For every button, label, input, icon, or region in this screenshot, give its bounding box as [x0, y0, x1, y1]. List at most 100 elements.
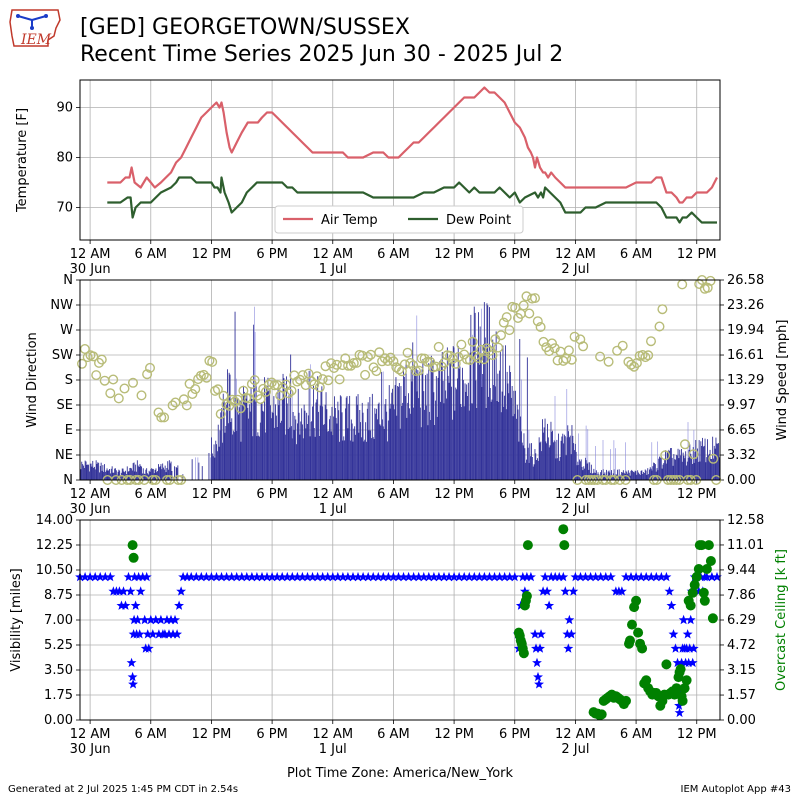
wind-speed-bar	[377, 403, 379, 480]
wind-speed-bar	[247, 407, 249, 480]
wind-direction-marker	[566, 354, 577, 365]
wind-speed-bar	[515, 390, 516, 480]
wind-speed-bar	[471, 403, 473, 480]
wind-direction-marker	[334, 374, 345, 385]
wind-speed-bar	[525, 462, 527, 480]
visibility-marker	[132, 614, 143, 625]
wind-speed-bar	[553, 442, 554, 480]
wind-speed-bar	[225, 426, 227, 480]
speed-tick-label: 16.61	[727, 348, 764, 363]
wind-direction-marker	[167, 400, 178, 411]
visibility-marker	[693, 586, 704, 596]
wind-speed-bar	[249, 411, 251, 480]
wind-direction-marker	[283, 388, 294, 399]
wind-direction-marker	[323, 375, 334, 386]
wind-speed-bar	[211, 437, 212, 480]
visibility-marker	[542, 586, 553, 596]
visibility-marker	[519, 586, 530, 596]
wind-speed-bar	[392, 388, 393, 480]
wind-speed-bar	[524, 448, 526, 480]
wind-gust-bar	[651, 442, 653, 471]
visibility-marker	[287, 571, 298, 582]
wind-speed-bar	[590, 464, 592, 480]
wind-speed-bar	[639, 475, 641, 480]
wind-direction-marker	[637, 350, 648, 361]
visibility-marker	[590, 571, 601, 582]
wind-speed-bar	[495, 331, 497, 480]
wind-direction-marker	[249, 375, 260, 386]
wind-speed-bar	[613, 469, 615, 480]
wind-direction-marker	[479, 354, 490, 365]
visibility-marker	[534, 679, 544, 689]
wind-speed-bar	[526, 357, 528, 480]
wind-speed-bar	[419, 371, 420, 480]
wind-speed-bar	[323, 424, 325, 480]
visibility-marker	[683, 657, 694, 668]
x-tick-label: 12 AM	[555, 487, 596, 502]
visibility-marker	[682, 629, 693, 639]
visibility-marker	[100, 571, 111, 582]
wind-speed-bar	[473, 306, 475, 480]
wind-speed-bar	[122, 468, 124, 480]
visibility-marker	[186, 571, 197, 582]
wind-speed-bar	[636, 474, 638, 480]
speed-tick-label: 26.58	[727, 273, 764, 288]
wind-speed-bar	[232, 434, 233, 480]
ceiling-marker	[671, 683, 682, 694]
wind-speed-bar	[608, 470, 610, 480]
wind-speed-bar	[239, 400, 241, 480]
visibility-marker	[80, 571, 90, 582]
wind-speed-bar	[135, 464, 137, 480]
wind-speed-bar	[243, 391, 245, 480]
wind-speed-bar	[260, 402, 262, 480]
x-tick-label: 12 PM	[192, 487, 232, 502]
wind-speed-bar	[560, 440, 562, 480]
wind-direction-marker	[487, 350, 498, 361]
series-line	[107, 176, 717, 224]
wind-speed-bar	[80, 469, 82, 480]
x-tick-label: 12 AM	[70, 727, 111, 742]
x-tick-label: 12 PM	[192, 727, 232, 742]
wind-speed-bar	[546, 443, 548, 480]
wind-speed-bar	[89, 463, 91, 480]
ceiling-marker	[687, 587, 698, 598]
wind-speed-bar	[321, 386, 323, 480]
wind-speed-bar	[564, 436, 566, 480]
wind-speed-bar	[246, 393, 248, 480]
wind-speed-bar	[345, 397, 347, 480]
wind-speed-bar	[288, 395, 290, 480]
visibility-marker	[337, 571, 348, 582]
wind-direction-marker	[450, 358, 461, 369]
wind-speed-bar	[271, 411, 273, 480]
wind-speed-bar	[570, 454, 572, 480]
x-date-label: 1 Jul	[319, 742, 347, 757]
wind-direction-marker	[317, 374, 328, 385]
wind-speed-bar	[86, 464, 88, 480]
visibility-marker	[196, 571, 207, 582]
wind-gust-bar	[602, 440, 604, 470]
wind-gust-bar	[521, 379, 522, 432]
visibility-marker	[147, 629, 158, 639]
visibility-marker	[469, 571, 480, 582]
wind-speed-bar	[397, 386, 399, 480]
wind-speed-bar	[311, 421, 313, 480]
wind-direction-marker	[705, 275, 716, 286]
wind-speed-bar	[501, 391, 503, 480]
wind-speed-bar	[325, 392, 327, 480]
wind-speed-bar	[233, 432, 235, 480]
wind-speed-bar	[136, 460, 138, 480]
wind-direction-marker	[108, 374, 119, 385]
wind-speed-bar	[94, 469, 96, 480]
wind-direction-marker	[680, 439, 691, 450]
wind-speed-bar	[586, 463, 588, 480]
wind-speed-bar	[119, 470, 121, 480]
wind-speed-bar	[313, 385, 314, 480]
y-tick-label: 80	[56, 151, 73, 166]
visibility-marker	[105, 571, 116, 582]
wind-speed-bar	[366, 441, 367, 480]
wind-speed-bar	[137, 465, 139, 480]
wind-speed-bar	[448, 382, 450, 480]
wind-speed-bar	[555, 458, 557, 480]
wind-speed-bar	[291, 426, 292, 480]
